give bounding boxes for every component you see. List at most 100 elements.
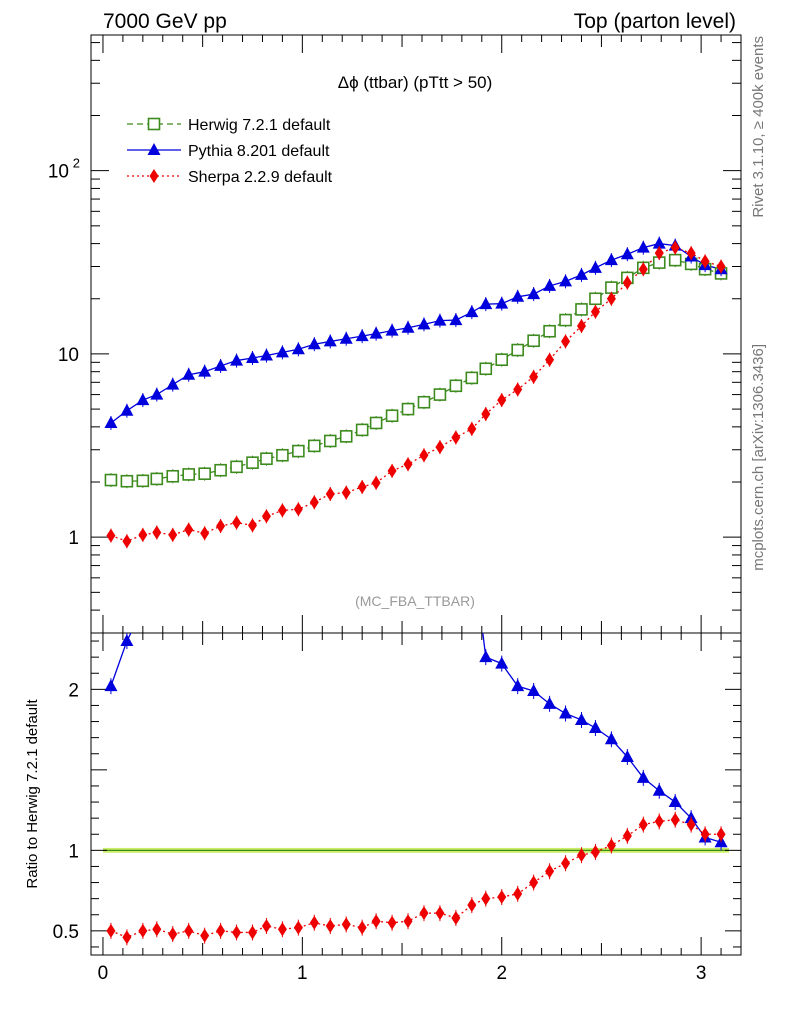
ratio-data-point [200,928,210,943]
data-point [449,379,463,393]
data-point [371,475,381,490]
data-point [574,267,588,280]
header-right: Top (parton level) [574,10,736,33]
data-point [545,352,555,367]
ratio-data-point [700,827,710,842]
ratio-data-point [341,917,351,932]
data-point [401,402,415,416]
data-point [150,387,164,400]
ratio-data-point [529,875,539,890]
data-point [275,345,289,358]
data-point [417,395,431,409]
x-tick-label: 2 [496,963,507,984]
data-point [385,409,399,423]
x-tick-label: 0 [98,963,109,984]
ratio-data-point [497,890,507,905]
data-point [668,253,682,267]
analysis-label: (MC_FBA_TTBAR) [355,593,475,609]
data-point [369,416,383,430]
data-point [309,495,319,510]
ratio-data-point [168,927,178,942]
y-tick-label: 10 [58,345,79,366]
ratio-data-point [716,827,726,842]
data-point [385,323,399,336]
data-point [403,457,413,472]
data-point [200,526,210,541]
data-point [604,253,618,266]
data-point [590,304,600,319]
series-line [110,246,722,542]
data-point [606,291,616,306]
ratio-data-point [261,919,271,934]
data-point [214,463,227,477]
data-point [543,324,556,338]
data-point [246,351,260,364]
data-point [527,334,540,348]
y-tick-label: 1 [68,528,79,549]
data-point [104,415,118,428]
y-tick-label-exponent: 2 [73,156,80,171]
data-point [561,334,571,349]
ratio-data-point [576,848,586,863]
data-point [435,440,445,455]
legend-marker [147,143,161,155]
y-tick-label: 2 [68,680,79,701]
ratio-data-point [104,679,118,692]
data-point [670,240,680,255]
ratio-series-line [482,633,722,843]
ratio-data-point [670,812,680,827]
data-point [136,474,150,488]
ratio-data-point [495,656,509,669]
ratio-panel: 0.5 1 2 Ratio to Herwig 7.2.1 default [24,602,742,956]
ratio-data-point [588,720,602,733]
ratio-data-point [481,891,491,906]
data-point [588,260,602,273]
ratio-data-point [248,925,258,940]
data-point [652,236,666,249]
data-point [636,240,650,253]
data-point [575,303,588,316]
y-tick-label: 10 [48,162,69,183]
data-point [152,525,162,540]
ratio-data-point [122,930,132,945]
data-point [620,247,634,260]
data-point [323,434,337,448]
data-point [527,287,541,300]
data-point [166,469,180,483]
ratio-data-point [136,602,149,614]
data-point [559,274,573,287]
data-point [259,348,273,361]
data-point [529,369,539,384]
data-point [622,275,632,290]
data-point [511,343,524,357]
x-tick-label: 3 [696,963,707,984]
data-point [511,289,525,302]
data-point [293,502,303,517]
data-point [261,509,271,524]
main-panel: 1 10 10 2 Δϕ (ttbar) (pTtt > 50) (MC_FBA_TT… [48,34,742,634]
ratio-data-point [574,712,588,725]
ratio-data-point [654,814,664,829]
data-point [214,358,228,371]
legend-label: Pythia 8.201 default [188,143,330,160]
ratio-data-point [152,922,162,937]
data-point [198,364,212,377]
ratio-data-point [371,914,381,929]
ratio-data-point [232,925,242,940]
data-point [559,313,572,327]
ratio-data-point [138,923,148,938]
y-tick-label: 1 [68,841,79,862]
data-point [686,246,696,261]
data-point [260,452,273,466]
ratio-data-point [184,923,194,938]
data-point [339,331,353,344]
ratio-data-point [668,795,682,808]
data-point [481,407,491,422]
ratio-data-point [686,817,696,832]
ratio-ylabel: Ratio to Herwig 7.2.1 default [24,699,41,889]
ratio-data-point [561,856,571,871]
data-point [341,485,351,500]
data-point [497,393,507,408]
ratio-data-point [559,706,573,719]
